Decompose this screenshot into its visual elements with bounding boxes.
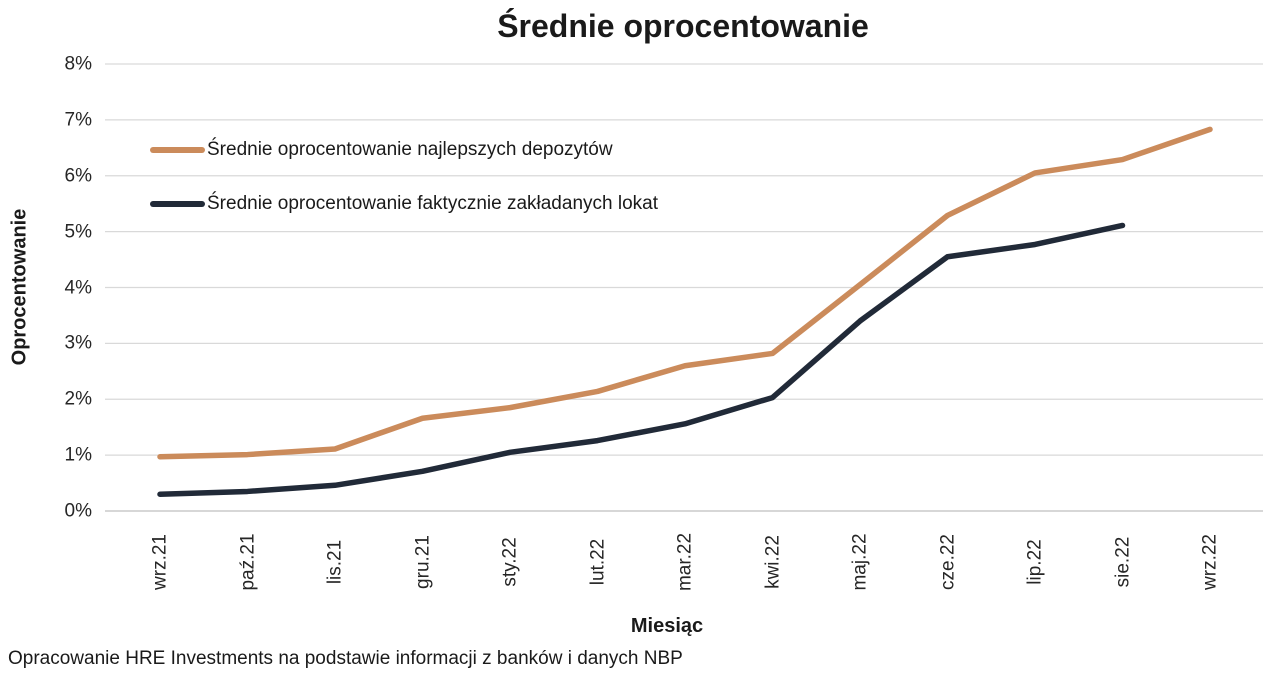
y-tick-label: 7% bbox=[64, 109, 92, 131]
x-tick-label: sie.22 bbox=[1112, 536, 1133, 588]
x-tick-label: paź.21 bbox=[237, 533, 258, 591]
x-tick-label: mar.22 bbox=[674, 532, 696, 592]
y-tick-label: 8% bbox=[64, 53, 92, 75]
legend-item-actual-deposits: Średnie oprocentowanie faktycznie zakład… bbox=[150, 190, 658, 217]
legend-label-best-deposits: Średnie oprocentowanie najlepszych depoz… bbox=[207, 138, 613, 160]
legend-swatch-actual-deposits-icon bbox=[150, 200, 205, 207]
x-tick-label: maj.22 bbox=[849, 533, 871, 591]
legend: Średnie oprocentowanie najlepszych depoz… bbox=[150, 136, 658, 244]
x-tick-label: wrz.22 bbox=[1199, 534, 1221, 590]
source-note: Opracowanie HRE Investments na podstawie… bbox=[8, 648, 683, 669]
y-tick-label: 2% bbox=[64, 388, 92, 410]
x-tick-label: wrz.21 bbox=[149, 534, 171, 590]
x-tick-label: lis.21 bbox=[324, 539, 346, 585]
x-tick-label: lip.22 bbox=[1024, 539, 1046, 585]
x-tick-label: sty.22 bbox=[499, 537, 521, 587]
y-tick-label: 0% bbox=[64, 500, 92, 522]
x-tick-label: lut.22 bbox=[587, 538, 608, 586]
series-line-best-deposits bbox=[157, 126, 1213, 460]
y-axis-title: Oprocentowanie bbox=[8, 208, 31, 366]
chart-title: Średnie oprocentowanie bbox=[497, 8, 869, 44]
legend-label-actual-deposits: Średnie oprocentowanie faktycznie zakład… bbox=[207, 192, 658, 214]
y-tick-label: 5% bbox=[64, 221, 92, 243]
legend-swatch-best-deposits-icon bbox=[150, 146, 205, 153]
x-tick-label: cze.22 bbox=[937, 534, 958, 590]
y-tick-label: 3% bbox=[64, 332, 92, 354]
x-axis-title: Miesiąc bbox=[630, 615, 704, 637]
y-tick-label: 6% bbox=[64, 165, 92, 187]
x-tick-label: gru.21 bbox=[412, 535, 433, 589]
y-tick-label: 4% bbox=[64, 277, 92, 298]
x-tick-label: kwi.22 bbox=[762, 535, 783, 589]
y-tick-label: 1% bbox=[64, 444, 92, 466]
series-line-actual-deposits bbox=[157, 222, 1126, 497]
legend-item-best-deposits: Średnie oprocentowanie najlepszych depoz… bbox=[150, 136, 658, 163]
